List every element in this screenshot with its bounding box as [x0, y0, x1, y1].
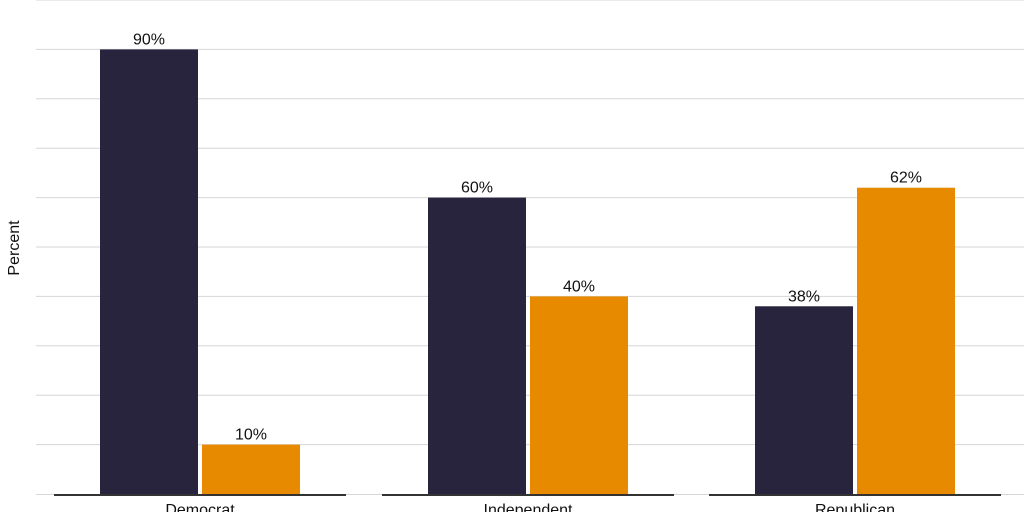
data-label: 10% [235, 427, 267, 444]
data-label: 90% [133, 31, 165, 48]
bar [530, 296, 628, 494]
y-axis-label: Percent [6, 220, 23, 276]
gridlines [36, 0, 1024, 446]
bar [100, 49, 198, 495]
bar [428, 197, 526, 494]
x-axis [36, 494, 1024, 496]
category-labels: Democrat Independent Republican [165, 502, 895, 512]
data-labels: 90% 10% 60% 40% 38% 62% [133, 31, 922, 443]
bar [755, 306, 853, 494]
category-label: Democrat [165, 502, 235, 512]
bar [857, 187, 955, 494]
data-label: 60% [461, 180, 493, 197]
data-label: 40% [563, 278, 595, 295]
bar [202, 444, 300, 494]
category-label: Independent [484, 502, 574, 512]
bars [100, 49, 955, 495]
data-label: 62% [890, 170, 922, 187]
data-label: 38% [788, 288, 820, 305]
category-label: Republican [815, 502, 895, 512]
